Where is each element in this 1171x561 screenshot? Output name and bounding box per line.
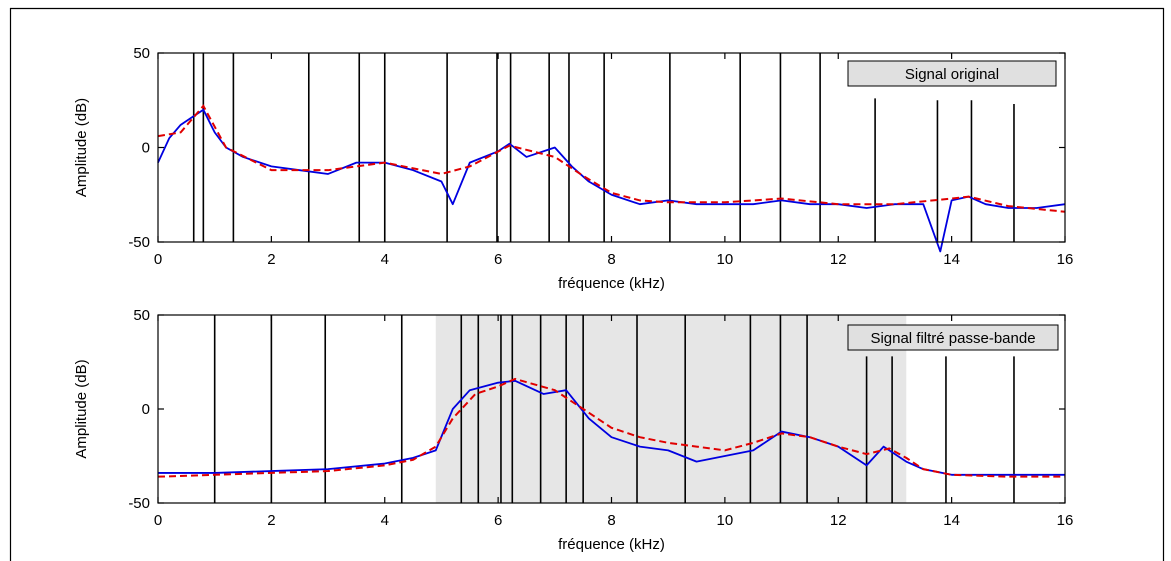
- legend-label: Signal filtré passe-bande: [870, 330, 1035, 347]
- x-tick-label: 0: [154, 512, 162, 529]
- legend: Signal original: [847, 60, 1057, 87]
- marker-lines: [192, 53, 1015, 242]
- series-group: [157, 104, 1066, 253]
- x-tick-label: 14: [943, 512, 960, 529]
- legend-box: [847, 324, 1059, 351]
- x-axis-label: fréquence (kHz): [558, 275, 665, 292]
- x-tick-label: 12: [830, 512, 847, 529]
- legend-label: Signal original: [905, 66, 999, 83]
- x-tick-label: 6: [494, 251, 502, 268]
- x-tick-label: 8: [607, 251, 615, 268]
- x-tick-label: 12: [830, 251, 847, 268]
- x-tick-label: 14: [943, 251, 960, 268]
- x-tick-label: 10: [717, 512, 734, 529]
- x-tick-label: 6: [494, 512, 502, 529]
- y-tick-label: 50: [133, 45, 150, 62]
- legend: Signal filtré passe-bande: [847, 324, 1059, 351]
- y-tick-label: 0: [142, 401, 150, 418]
- y-tick-label: -50: [128, 495, 150, 512]
- y-axis-label: Amplitude (dB): [73, 359, 90, 458]
- x-tick-label: 16: [1057, 512, 1074, 529]
- x-tick-label: 4: [381, 512, 389, 529]
- x-tick-label: 0: [154, 251, 162, 268]
- legend-box: [847, 60, 1057, 87]
- envelope-line: [157, 377, 1065, 478]
- x-tick-label: 8: [607, 512, 615, 529]
- series-group: [157, 377, 1065, 478]
- x-tick-label: 16: [1057, 251, 1074, 268]
- y-tick-label: 50: [133, 307, 150, 324]
- x-tick-label: 2: [267, 251, 275, 268]
- passband-region: [435, 315, 907, 503]
- x-tick-label: 2: [267, 512, 275, 529]
- x-axis-label: fréquence (kHz): [558, 536, 665, 553]
- y-axis-label: Amplitude (dB): [73, 98, 90, 197]
- y-tick-label: -50: [128, 234, 150, 251]
- x-tick-label: 10: [717, 251, 734, 268]
- y-tick-label: 0: [142, 140, 150, 157]
- x-tick-label: 4: [381, 251, 389, 268]
- envelope-line: [157, 104, 1066, 213]
